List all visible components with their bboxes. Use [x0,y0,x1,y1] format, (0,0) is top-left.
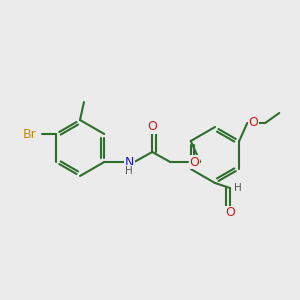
Text: H: H [234,183,242,193]
Text: O: O [225,206,235,220]
Text: O: O [248,116,258,130]
Text: Br: Br [23,128,37,140]
Text: H: H [125,166,133,176]
Text: N: N [124,155,134,169]
Text: O: O [189,155,199,169]
Text: O: O [147,121,157,134]
